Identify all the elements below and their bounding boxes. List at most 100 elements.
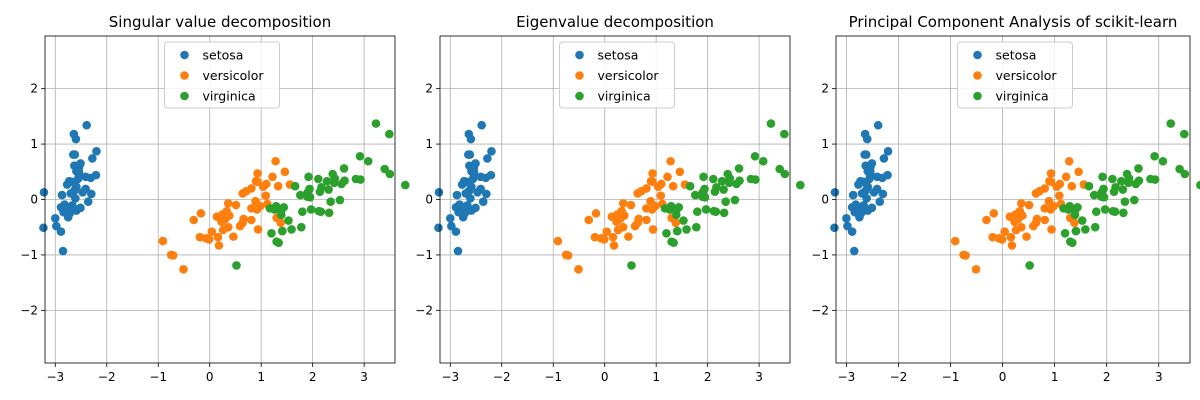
subplot-2: Eigenvalue decomposition −3 −2 −1 0 1 2 3 −2 −1 0 1…	[415, 13, 805, 384]
scatter-point	[698, 188, 707, 198]
scatter-point	[950, 236, 960, 246]
scatter-point	[750, 151, 760, 161]
scatter-point	[1091, 207, 1101, 216]
legend-marker	[180, 91, 189, 101]
scatter-point	[679, 216, 688, 225]
scatter-point	[168, 251, 178, 260]
scatter-point	[780, 129, 789, 139]
x-tick-label: 1	[1051, 370, 1059, 384]
scatter-point	[1158, 156, 1168, 166]
legend: setosa versicolor virginica	[559, 41, 675, 109]
scatter-point	[273, 181, 283, 191]
scatter-point	[642, 184, 651, 193]
scatter-point	[478, 197, 488, 207]
series-versicolor	[950, 156, 1089, 274]
scatter-point	[1065, 237, 1075, 246]
scatter-point	[1029, 221, 1038, 231]
legend-marker	[973, 71, 982, 80]
scatter-point	[646, 176, 656, 186]
scatter-point	[1179, 129, 1189, 139]
scatter-point	[69, 150, 78, 159]
series-setosa	[830, 120, 893, 256]
scatter-point	[1055, 191, 1064, 200]
series-virginica	[627, 119, 805, 270]
scatter-point	[883, 170, 892, 180]
scatter-point	[879, 154, 889, 163]
scatter-point	[634, 214, 643, 224]
scatter-point	[462, 201, 472, 210]
legend-label: versicolor	[598, 68, 660, 83]
y-tick-label: −1	[415, 248, 433, 262]
scatter-point	[719, 185, 728, 194]
x-tick-label: −3	[838, 370, 856, 384]
scatter-point	[247, 184, 256, 193]
scatter-point	[1044, 196, 1054, 206]
scatter-point	[675, 167, 685, 177]
y-tick-label: 1	[425, 137, 433, 151]
scatter-point	[74, 163, 84, 172]
y-tick-label: 0	[30, 193, 38, 207]
legend-label: setosa	[598, 48, 639, 63]
scatter-point	[261, 191, 271, 200]
scatter-point	[1134, 164, 1143, 173]
scatter-point	[851, 200, 861, 209]
scatter-point	[710, 187, 720, 197]
scatter-point	[355, 151, 365, 161]
legend-marker	[973, 50, 982, 60]
scatter-point	[668, 181, 678, 191]
scatter-point	[339, 164, 349, 173]
scatter-point	[642, 204, 651, 213]
scatter-point	[717, 176, 727, 186]
scatter-point	[322, 176, 332, 186]
scatter-point	[464, 150, 473, 159]
scatter-point	[337, 179, 346, 189]
scatter-point	[553, 236, 563, 246]
scatter-point	[1032, 214, 1042, 224]
legend-marker	[180, 71, 189, 80]
scatter-point	[692, 222, 701, 232]
scatter-point	[329, 178, 339, 188]
scatter-point	[672, 226, 682, 236]
scatter-point	[81, 172, 90, 182]
scatter-point	[666, 156, 675, 166]
legend-label: virginica	[996, 89, 1049, 104]
scatter-point	[850, 207, 860, 217]
scatter-point	[60, 200, 69, 209]
scatter-point	[280, 167, 290, 177]
scatter-point	[660, 204, 670, 213]
scatter-point	[1131, 179, 1141, 189]
scatter-point	[732, 179, 741, 189]
scatter-point	[251, 196, 260, 206]
scatter-point	[875, 197, 885, 207]
y-tick-label: 2	[425, 82, 433, 96]
scatter-point	[1124, 178, 1133, 188]
series-versicolor	[553, 156, 690, 274]
x-tick-label: −1	[149, 370, 167, 384]
legend-box	[164, 41, 280, 109]
scatter-point	[574, 265, 583, 274]
scatter-point	[251, 176, 261, 186]
scatter-point	[214, 241, 224, 250]
legend: setosa versicolor virginica	[957, 41, 1073, 109]
subplot-panels: Singular value decomposition −3 −2 −1 0 1 2 3 −2…	[20, 13, 1200, 384]
legend-marker	[575, 50, 584, 60]
x-tick-label: 0	[601, 370, 609, 384]
scatter-point	[87, 189, 96, 199]
scatter-point	[158, 236, 168, 246]
scatter-point	[721, 197, 730, 207]
scatter-point	[1196, 180, 1200, 190]
x-tick-label: −1	[544, 370, 562, 384]
scatter-point	[843, 221, 852, 231]
scatter-point	[487, 146, 496, 156]
scatter-point	[1040, 215, 1050, 225]
scatter-point	[482, 189, 491, 199]
scatter-point	[385, 169, 395, 179]
scatter-point	[1081, 225, 1090, 234]
axes-frame	[44, 35, 396, 364]
legend-marker	[575, 91, 584, 101]
scatter-point	[646, 196, 655, 206]
scatter-point	[682, 225, 691, 234]
scatter-point	[618, 222, 628, 232]
scatter-point	[1097, 188, 1106, 198]
scatter-point	[88, 154, 97, 163]
